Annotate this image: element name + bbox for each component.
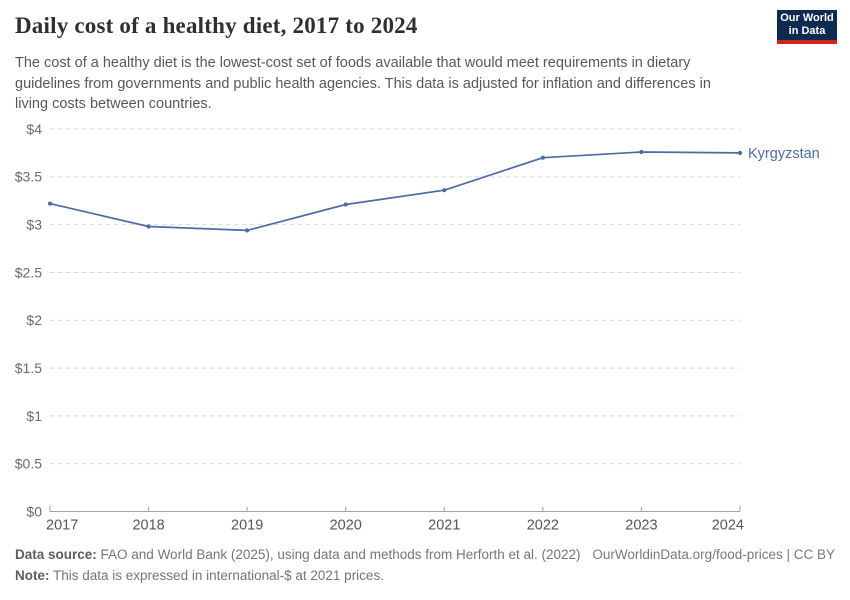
data-point — [442, 188, 447, 193]
footer-source-line: Data source: FAO and World Bank (2025), … — [15, 545, 835, 566]
data-point — [245, 228, 250, 233]
chart-subtitle: The cost of a healthy diet is the lowest… — [15, 55, 711, 113]
data-point — [343, 202, 348, 207]
y-tick-label: $2 — [26, 312, 42, 328]
y-tick-label: $3 — [26, 217, 42, 233]
line-chart-svg: $0 $0.5 $1 $1.5 $2 $2.5 $3 $3.5 $4 2017 2018 2019 20… — [15, 121, 820, 534]
chart-header: Daily cost of a healthy diet, 2017 to 20… — [15, 12, 835, 40]
x-tick-label: 2017 — [46, 518, 78, 534]
x-tick-label: 2018 — [132, 518, 164, 534]
y-tick-label: $1 — [26, 408, 42, 424]
x-tick-label: 2024 — [712, 518, 744, 534]
x-tick-label: 2020 — [330, 518, 362, 534]
x-tick-label: 2021 — [428, 518, 460, 534]
owid-logo: Our World in Data — [777, 10, 837, 44]
data-source-label: Data source: — [15, 547, 97, 562]
data-source: Data source: FAO and World Bank (2025), … — [15, 545, 581, 566]
x-tick-label: 2022 — [527, 518, 559, 534]
chart-footer: Data source: FAO and World Bank (2025), … — [15, 545, 835, 587]
credit-link: OurWorldinData.org/food-prices | CC BY — [592, 547, 835, 562]
data-point — [540, 155, 546, 160]
data-point — [47, 201, 53, 206]
x-tick-label: 2019 — [231, 518, 263, 534]
page-title: Daily cost of a healthy diet, 2017 to 20… — [15, 13, 418, 38]
series-end-label: Kyrgyzstan — [748, 146, 820, 162]
data-point — [146, 224, 151, 229]
owid-logo-line2: in Data — [788, 25, 826, 37]
data-point — [639, 149, 644, 155]
series-line — [49, 151, 741, 232]
y-tick-label: $4 — [26, 121, 42, 137]
y-tick-label: $0 — [26, 503, 42, 519]
y-tick-label: $0.5 — [15, 456, 42, 472]
y-tick-label: $1.5 — [15, 360, 42, 376]
y-tick-label: $2.5 — [15, 264, 42, 280]
note-text: This data is expressed in international-… — [49, 567, 384, 583]
note-label: Note: — [15, 567, 50, 583]
footer-note-line: Note: This data is expressed in internat… — [15, 566, 835, 587]
line-chart: $0 $0.5 $1 $1.5 $2 $2.5 $3 $3.5 $4 2017 2018 2019 20… — [0, 112, 850, 542]
owid-logo-line1: Our World — [780, 12, 834, 25]
data-source-text: FAO and World Bank (2025), using data an… — [96, 547, 581, 562]
x-tick-label: 2023 — [625, 518, 657, 534]
y-tick-label: $3.5 — [15, 169, 42, 185]
data-point — [737, 150, 743, 155]
